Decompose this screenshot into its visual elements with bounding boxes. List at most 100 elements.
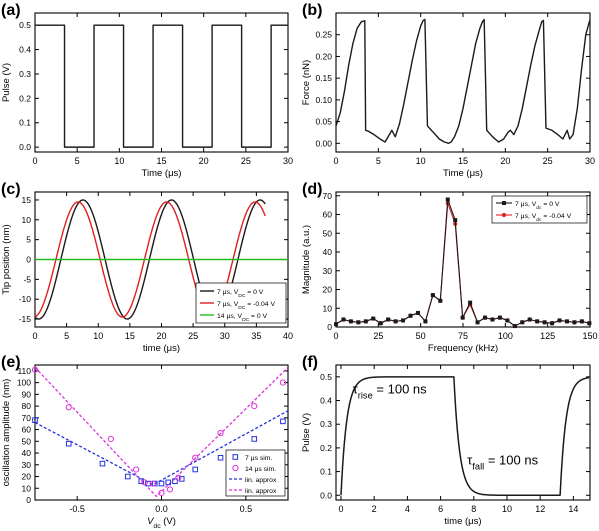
data-point: [280, 418, 286, 425]
legend-entry: 7 μs sim.: [245, 455, 272, 462]
data-point: [393, 319, 398, 324]
panel-b: 0 5 10 15 20 25 30 0.00 0.05 0.10 0.15 0.20 0.25 (b) T…: [301, 2, 595, 179]
x-tick-label: 35: [251, 331, 261, 341]
y-tick-label: 0.3: [19, 69, 31, 79]
legend-entry-part: 7 μs, V: [217, 289, 239, 296]
data-point: [65, 440, 72, 447]
axes-frame: [335, 191, 591, 328]
legend-entry-part: = 0 V: [541, 201, 559, 208]
y-tick-label: 50: [323, 228, 333, 238]
data-point: [430, 293, 435, 298]
annotation-rise-part: = 100 ns: [373, 381, 427, 396]
x-tick-label: 12: [535, 504, 545, 514]
y-tick-label: 0: [327, 322, 332, 332]
legend-entry-part: = 0 V: [245, 289, 263, 296]
data-point: [279, 379, 287, 386]
data-point: [468, 300, 473, 305]
x-tick-label: 100: [498, 331, 513, 341]
axes-frame: [34, 12, 289, 153]
x-tick-label: 10: [114, 156, 124, 166]
data-point: [371, 316, 376, 321]
y-tick-label: 0.15: [315, 73, 332, 83]
legend-entry-part: = -0.04 V: [245, 301, 275, 308]
data-point: [341, 317, 346, 322]
x-axis-label: Time (μs): [142, 168, 182, 179]
annotation-fall: τfall = 100 ns: [467, 452, 538, 471]
y-tick-label: 110: [17, 366, 31, 376]
legend-entry-part: = -0.04 V: [541, 213, 571, 220]
panel-f: 0 2 4 6 8 10 12 14 0.0 0.1 0.2 0.3 0.4 0.5(f) time (μs…: [301, 354, 591, 527]
y-tick-label: -10: [19, 294, 32, 304]
fit-line: [35, 410, 288, 486]
panel-a: 0 5 10 15 20 25 30 0.0 0.1 0.2 0.3 0.4 0.5(a) Time (μ…: [1, 2, 293, 179]
x-tick-label: 5: [376, 156, 381, 166]
fit-line: [35, 366, 288, 498]
data-point: [550, 321, 555, 326]
legend-entry-part: 7 μs, V: [515, 201, 537, 208]
y-tick-label: 20: [22, 472, 32, 482]
annotation-rise-part: rise: [358, 390, 373, 400]
x-axis-label-part: (V): [161, 516, 176, 527]
y-tick-label: 0.20: [315, 51, 332, 61]
x-axis-label-part: dc: [153, 523, 161, 530]
y-axis-label: Pulse (V): [301, 413, 312, 452]
legend-box: [491, 195, 588, 224]
data-point: [356, 320, 361, 325]
x-tick-label: 0.0: [155, 504, 168, 514]
data-point: [99, 460, 106, 467]
data-point: [217, 429, 224, 437]
y-tick-label: 0.10: [315, 95, 332, 105]
legend-entry: lin. approx: [245, 488, 277, 495]
panel-label: (e): [1, 354, 21, 371]
x-tick-label: 0: [338, 504, 343, 514]
y-tick-label: 0.00: [315, 138, 332, 148]
y-tick-label: 0.2: [320, 443, 332, 453]
legend-entry-part: DC: [238, 305, 246, 311]
data-point: [138, 478, 145, 485]
panel-e: -0.5 0.0 0.50102030405060708090100110(e)Vd…: [1, 354, 289, 530]
x-tick-label: 10: [93, 331, 103, 341]
y-axis-label: Tip position (nm): [1, 224, 12, 294]
x-tick-label: 125: [540, 331, 555, 341]
x-tick-label: 25: [241, 156, 251, 166]
data-point: [133, 466, 140, 473]
data-point: [192, 454, 199, 461]
data-point: [401, 318, 406, 323]
series-line: [340, 376, 590, 497]
data-point: [334, 322, 338, 327]
panel-label: (c): [1, 181, 21, 198]
y-axis-label: Pulse (V): [1, 63, 12, 102]
data-point: [348, 319, 353, 324]
y-tick-label: 70: [22, 413, 32, 423]
y-tick-label: -15: [19, 314, 32, 324]
data-point: [564, 319, 569, 324]
data-point: [438, 298, 443, 303]
data-point: [512, 324, 517, 329]
y-tick-label: 10: [323, 303, 333, 313]
y-tick-label: 0.5: [320, 372, 332, 382]
x-tick-label: 0: [32, 156, 37, 166]
x-tick-label: 0: [333, 156, 338, 166]
data-point: [378, 321, 383, 326]
data-point: [149, 480, 157, 487]
legend-entry-part: 7 μs, V: [217, 301, 239, 308]
data-point: [363, 319, 368, 324]
y-tick-label: 0.3: [320, 419, 332, 429]
y-tick-label: 10: [22, 483, 32, 493]
y-tick-label: 20: [323, 285, 333, 295]
data-point: [408, 313, 413, 318]
data-point: [423, 319, 428, 324]
legend-entry-part: dc: [536, 217, 542, 223]
legend-marker: [232, 464, 239, 472]
axes-frame: [335, 12, 591, 153]
x-tick-label: 30: [283, 156, 293, 166]
annotation-fall-part: = 100 ns: [484, 452, 538, 467]
data-point: [166, 486, 174, 493]
data-point: [542, 320, 547, 325]
panel-d: 0 25 50 75 100 125 150 0 10 20 30 40 50 60 70(d) Freque…: [301, 181, 598, 354]
y-tick-label: 50: [22, 436, 32, 446]
data-point: [572, 320, 577, 325]
data-point: [251, 436, 258, 442]
data-point: [557, 318, 562, 323]
